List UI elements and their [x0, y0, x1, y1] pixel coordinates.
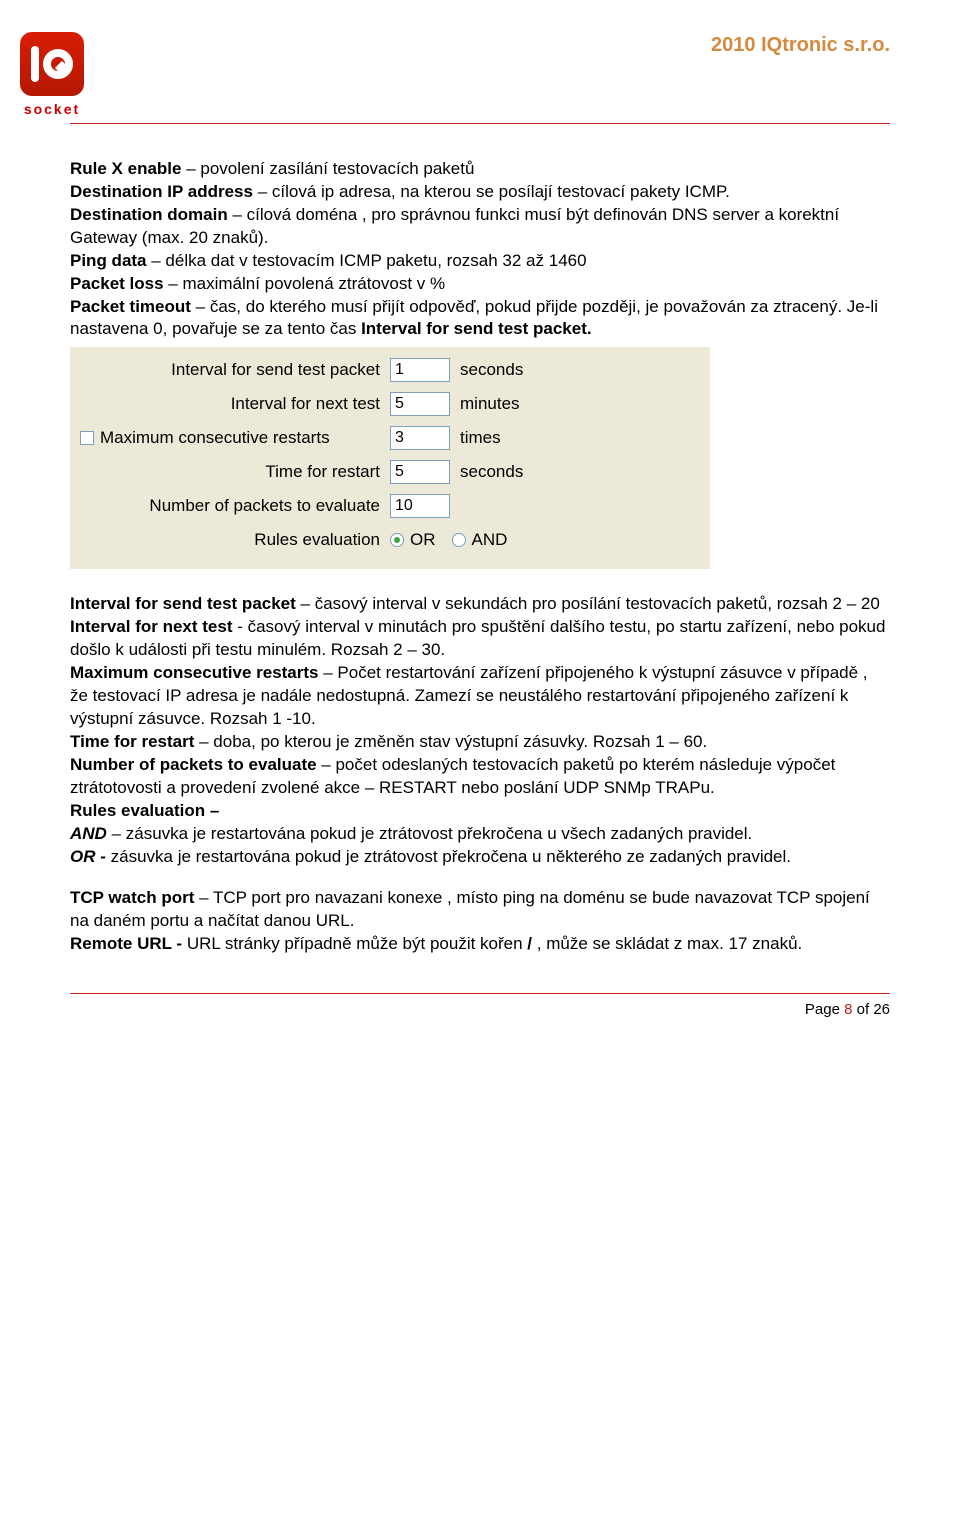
- desc-num-packets: Number of packets to evaluate – počet od…: [70, 754, 890, 800]
- header-rule: [70, 123, 890, 124]
- unit: seconds: [460, 461, 523, 484]
- term: Rules evaluation –: [70, 801, 219, 820]
- row-interval-send: Interval for send test packet seconds: [80, 353, 700, 387]
- desc: – časový interval v sekundách pro posílá…: [296, 594, 880, 613]
- input-interval-send[interactable]: [390, 358, 450, 382]
- checkbox-max-restarts[interactable]: [80, 431, 94, 445]
- label: Time for restart: [80, 461, 390, 484]
- page-header: socket 2010 IQtronic s.r.o.: [70, 32, 890, 119]
- term: Destination domain: [70, 205, 228, 224]
- row-interval-next: Interval for next test minutes: [80, 387, 700, 421]
- row-max-restarts: Maximum consecutive restarts times: [80, 421, 700, 455]
- input-max-restarts[interactable]: [390, 426, 450, 450]
- footer-of: of 26: [852, 1001, 890, 1018]
- desc: – délka dat v testovacím ICMP paketu, ro…: [147, 251, 587, 270]
- term: Packet timeout: [70, 297, 191, 316]
- desc-interval-next: Interval for next test - časový interval…: [70, 616, 890, 662]
- label: Number of packets to evaluate: [80, 495, 390, 518]
- row-num-packets: Number of packets to evaluate: [80, 489, 700, 523]
- unit: times: [460, 427, 501, 450]
- term: Maximum consecutive restarts: [70, 663, 319, 682]
- radio-and[interactable]: [452, 533, 466, 547]
- term: Rule X enable: [70, 159, 181, 178]
- settings-form: Interval for send test packet seconds In…: [70, 347, 710, 569]
- desc: – cílová ip adresa, na kterou se posílaj…: [253, 182, 730, 201]
- desc-max-restarts: Maximum consecutive restarts – Počet res…: [70, 662, 890, 731]
- desc: – zásuvka je restartována pokud je ztrát…: [107, 824, 752, 843]
- label: Maximum consecutive restarts: [100, 427, 380, 450]
- spacer: [70, 869, 890, 887]
- term: Interval for send test packet: [70, 594, 296, 613]
- footer-label: Page: [805, 1001, 844, 1018]
- term: OR -: [70, 847, 111, 866]
- desc: – povolení zasílání testovacích paketů: [181, 159, 474, 178]
- radio-or-label: OR: [410, 529, 436, 552]
- row-rules-eval: Rules evaluation OR AND: [80, 523, 700, 557]
- logo-mark: [20, 32, 84, 96]
- desc-rules-eval: Rules evaluation –: [70, 800, 890, 823]
- term: Interval for next test: [70, 617, 233, 636]
- term: Time for restart: [70, 732, 194, 751]
- label: Rules evaluation: [80, 529, 390, 552]
- label: Interval for send test packet: [80, 359, 390, 382]
- def-rule-enable: Rule X enable – povolení zasílání testov…: [70, 158, 890, 181]
- unit: seconds: [460, 359, 523, 382]
- term: TCP watch port: [70, 888, 194, 907]
- desc-tcp: TCP watch port – TCP port pro navazani k…: [70, 887, 890, 933]
- term: Destination IP address: [70, 182, 253, 201]
- def-ping-data: Ping data – délka dat v testovacím ICMP …: [70, 250, 890, 273]
- term: Number of packets to evaluate: [70, 755, 317, 774]
- desc-remote: Remote URL - URL stránky případně může b…: [70, 933, 890, 956]
- desc-interval-send: Interval for send test packet – časový i…: [70, 593, 890, 616]
- term: AND: [70, 824, 107, 843]
- def-packet-loss: Packet loss – maximální povolená ztrátov…: [70, 273, 890, 296]
- desc: zásuvka je restartována pokud je ztrátov…: [111, 847, 791, 866]
- def-packet-timeout: Packet timeout – čas, do kterého musí př…: [70, 296, 890, 342]
- logo: socket: [20, 32, 84, 119]
- row-time-restart: Time for restart seconds: [80, 455, 700, 489]
- header-trademark: 2010 IQtronic s.r.o.: [711, 32, 890, 59]
- input-interval-next[interactable]: [390, 392, 450, 416]
- radio-or[interactable]: [390, 533, 404, 547]
- tail: , může se skládat z max. 17 znaků.: [532, 934, 802, 953]
- page-footer: Page 8 of 26: [70, 993, 890, 1020]
- desc-or: OR - zásuvka je restartována pokud je zt…: [70, 846, 890, 869]
- content: Rule X enable – povolení zasílání testov…: [70, 158, 890, 956]
- def-dest-domain: Destination domain – cílová doména , pro…: [70, 204, 890, 250]
- def-dest-ip: Destination IP address – cílová ip adres…: [70, 181, 890, 204]
- input-time-restart[interactable]: [390, 460, 450, 484]
- unit: minutes: [460, 393, 520, 416]
- label: Interval for next test: [80, 393, 390, 416]
- radio-and-label: AND: [472, 529, 508, 552]
- desc: – maximální povolená ztrátovost v %: [164, 274, 446, 293]
- term: Ping data: [70, 251, 147, 270]
- tail-bold: Interval for send test packet.: [361, 319, 592, 338]
- desc-time-restart: Time for restart – doba, po kterou je zm…: [70, 731, 890, 754]
- radio-group-rules: OR AND: [390, 529, 507, 552]
- desc: URL stránky případně může být použit koř…: [187, 934, 527, 953]
- term: Packet loss: [70, 274, 164, 293]
- input-num-packets[interactable]: [390, 494, 450, 518]
- desc: – doba, po kterou je změněn stav výstupn…: [194, 732, 707, 751]
- logo-text: socket: [24, 100, 80, 119]
- term: Remote URL -: [70, 934, 187, 953]
- desc-and: AND – zásuvka je restartována pokud je z…: [70, 823, 890, 846]
